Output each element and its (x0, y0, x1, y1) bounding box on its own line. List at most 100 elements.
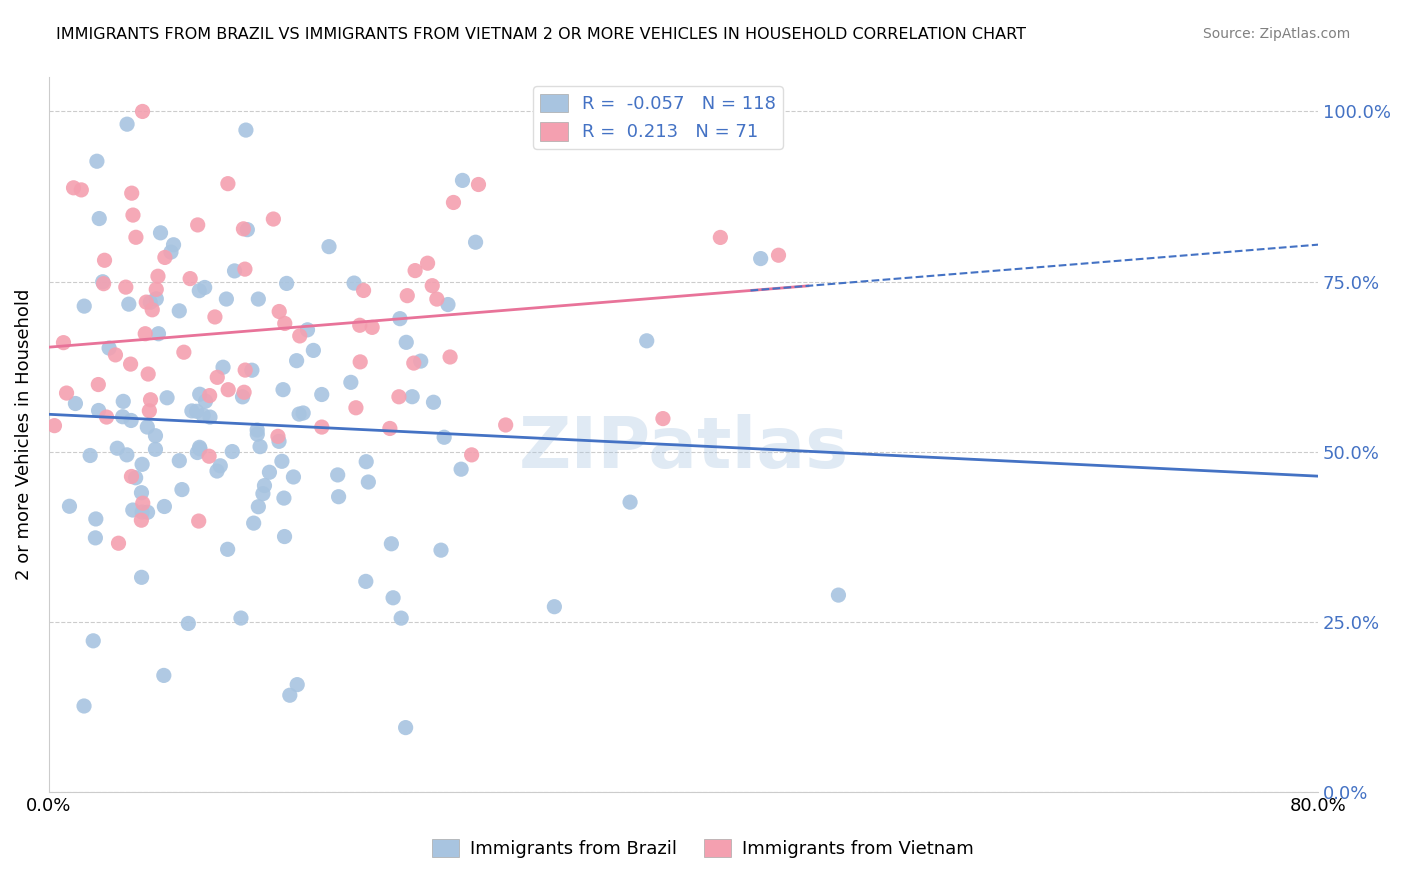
Point (131, 458, 153, 472)
Point (437, 297, 460, 311)
Point (131, 505, 153, 519)
Point (233, 363, 256, 377)
Point (107, 536, 129, 550)
Point (96, 410, 118, 425)
Point (246, 423, 269, 437)
Point (120, 413, 142, 427)
Point (236, 222, 259, 236)
Point (188, 440, 211, 454)
Point (79, 449, 101, 463)
Point (388, 390, 411, 404)
Point (217, 177, 239, 191)
Point (98, 341, 121, 355)
Point (328, 490, 350, 504)
Text: IMMIGRANTS FROM BRAZIL VS IMMIGRANTS FROM VIETNAM 2 OR MORE VEHICLES IN HOUSEHOL: IMMIGRANTS FROM BRAZIL VS IMMIGRANTS FRO… (56, 27, 1026, 42)
Legend: Immigrants from Brazil, Immigrants from Vietnam: Immigrants from Brazil, Immigrants from … (425, 831, 981, 865)
Point (249, 440, 271, 454)
Point (389, 611, 412, 625)
Point (311, 420, 333, 434)
Point (402, 356, 425, 370)
Point (198, 388, 221, 402)
Point (73, 299, 96, 313)
Point (170, 483, 193, 497)
Point (285, 678, 308, 692)
Point (153, 668, 176, 682)
Point (450, 462, 472, 476)
Point (240, 363, 263, 377)
Point (138, 404, 160, 418)
Point (273, 530, 295, 544)
Point (198, 449, 221, 463)
Point (420, 278, 443, 293)
Point (382, 591, 405, 605)
Point (132, 496, 155, 510)
Point (416, 256, 439, 270)
Point (162, 237, 184, 252)
Point (121, 186, 143, 201)
Point (401, 390, 423, 404)
Point (439, 350, 461, 364)
Point (217, 383, 239, 397)
Point (292, 406, 315, 420)
Point (269, 304, 291, 318)
Y-axis label: 2 or more Vehicles in Household: 2 or more Vehicles in Household (15, 289, 32, 581)
Point (267, 429, 290, 443)
Point (105, 442, 128, 456)
Point (340, 376, 363, 390)
Point (288, 407, 311, 421)
Point (311, 387, 333, 401)
Point (198, 410, 221, 425)
Point (124, 471, 146, 485)
Point (388, 311, 411, 326)
Text: Source: ZipAtlas.com: Source: ZipAtlas.com (1202, 27, 1350, 41)
Point (91, 275, 114, 289)
Point (209, 458, 232, 473)
Point (93, 253, 115, 268)
Point (139, 392, 162, 407)
Point (297, 323, 319, 337)
Point (353, 284, 375, 298)
Point (121, 503, 143, 517)
Point (141, 302, 163, 317)
Point (242, 516, 264, 530)
Point (464, 235, 486, 250)
Point (271, 383, 294, 397)
Point (619, 495, 641, 509)
Point (247, 292, 270, 306)
Point (135, 295, 157, 310)
Point (302, 343, 325, 358)
Point (395, 335, 418, 350)
Point (543, 599, 565, 614)
Point (232, 222, 254, 236)
Point (93, 277, 115, 291)
Point (246, 427, 269, 442)
Point (285, 353, 308, 368)
Point (188, 387, 211, 401)
Point (253, 478, 276, 492)
Point (120, 357, 142, 371)
Point (188, 284, 211, 298)
Point (343, 276, 366, 290)
Point (194, 280, 217, 294)
Point (349, 318, 371, 333)
Point (288, 329, 311, 343)
Point (153, 251, 176, 265)
Point (70, 183, 93, 197)
Point (396, 288, 419, 302)
Point (204, 310, 226, 324)
Point (186, 445, 208, 459)
Point (193, 409, 215, 423)
Point (426, 292, 449, 306)
Point (636, 334, 658, 348)
Point (145, 282, 167, 296)
Point (378, 421, 401, 435)
Point (409, 354, 432, 368)
Point (84, 531, 107, 545)
Point (118, 297, 141, 311)
Point (194, 394, 217, 409)
Point (229, 611, 252, 625)
Point (188, 442, 211, 456)
Point (259, 465, 281, 479)
Point (232, 390, 254, 404)
Point (467, 178, 489, 192)
